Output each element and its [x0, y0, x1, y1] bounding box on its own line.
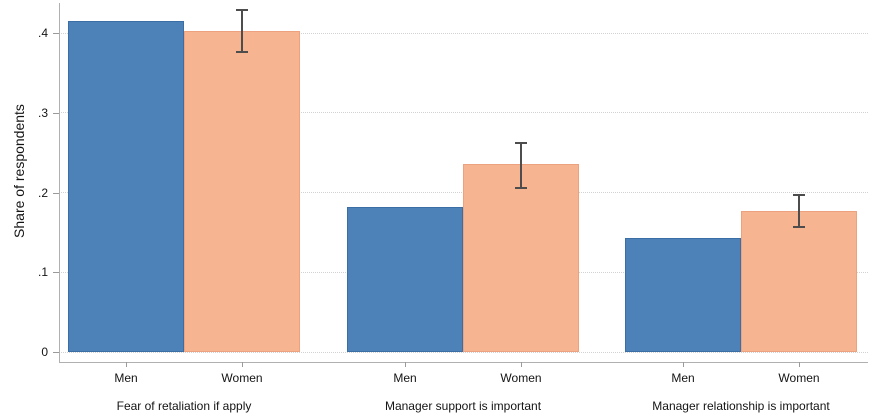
bar-label-women: Women — [778, 371, 820, 385]
y-axis-tick — [53, 33, 59, 34]
x-axis-tick — [521, 362, 522, 367]
x-axis-tick — [405, 362, 406, 367]
y-axis-tick — [53, 352, 59, 353]
error-bar-cap-bottom — [236, 51, 248, 54]
error-bar-cap-bottom — [793, 225, 805, 228]
bar-men — [68, 21, 184, 352]
group-label: Manager relationship is important — [652, 399, 830, 413]
error-bar-cap-top — [793, 193, 805, 196]
group-label: Fear of retaliation if apply — [116, 399, 252, 413]
bar-label-women: Women — [500, 371, 542, 385]
y-tick-label: .1 — [37, 265, 48, 280]
bar-label-women: Women — [221, 371, 263, 385]
error-bar-cap-bottom — [515, 186, 527, 189]
error-bar-line — [520, 143, 522, 188]
bar-label-men: Men — [671, 371, 695, 385]
gridline — [59, 112, 868, 114]
error-bar-cap-top — [515, 142, 527, 145]
x-axis-line — [59, 362, 868, 363]
y-tick-label: 0 — [41, 345, 48, 359]
y-axis-tick — [53, 192, 59, 194]
y-tick-label: .4 — [37, 26, 48, 40]
bar-men — [347, 206, 463, 352]
error-bar-line — [798, 194, 800, 227]
gridline — [59, 32, 868, 34]
error-bar-cap-top — [236, 8, 248, 11]
bar-men — [625, 237, 741, 352]
y-axis-tick — [53, 112, 59, 114]
gridline — [59, 351, 868, 353]
group-label: Manager support is important — [384, 399, 542, 413]
bar-women — [463, 163, 579, 352]
y-tick-label: .3 — [37, 105, 48, 120]
bar-women — [184, 30, 300, 352]
x-axis-tick — [683, 362, 684, 367]
x-axis-tick — [242, 362, 243, 367]
x-axis-tick — [799, 362, 800, 367]
y-tick-label: .2 — [37, 185, 48, 200]
x-axis-tick — [126, 362, 127, 367]
y-axis-line — [59, 3, 60, 362]
y-axis-tick — [53, 272, 59, 274]
bar-label-men: Men — [393, 371, 417, 385]
bar-label-men: Men — [114, 371, 138, 385]
bar-women — [741, 210, 857, 352]
error-bar-line — [241, 9, 243, 53]
